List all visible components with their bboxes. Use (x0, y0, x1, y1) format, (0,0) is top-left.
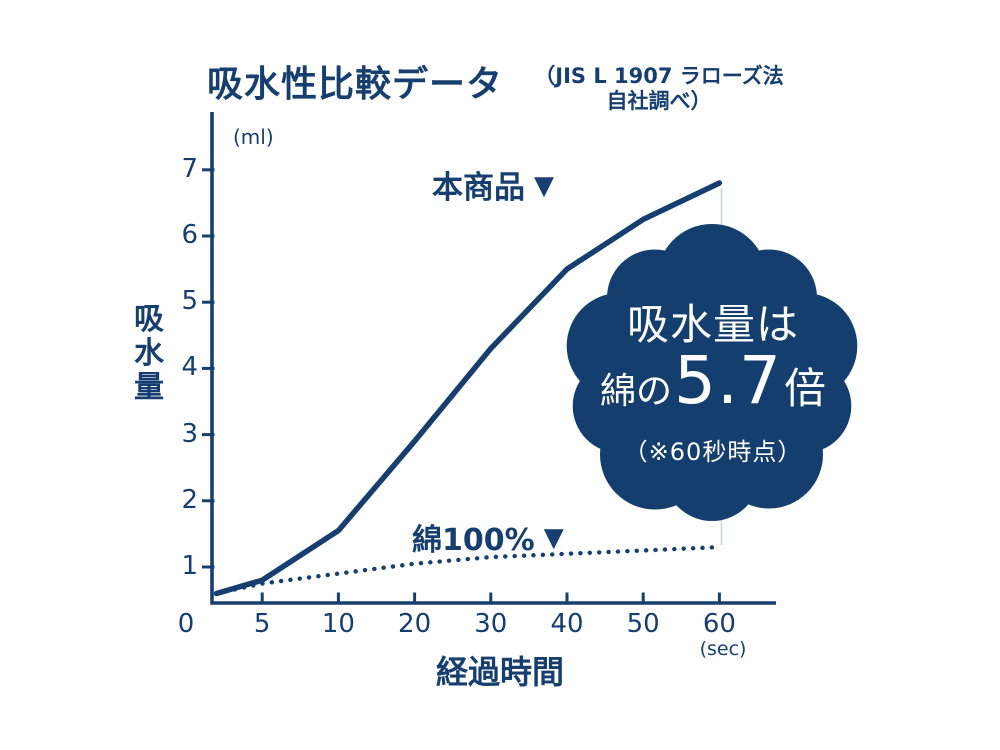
method-note-line2: 自社調べ） (606, 89, 712, 113)
x-tick-label: 50 (626, 609, 660, 639)
badge-headline: 吸水量は (626, 300, 799, 349)
badge-footnote: （※60秒時点） (623, 438, 803, 466)
y-tick-label: 7 (181, 153, 198, 184)
y-tick-label: 1 (181, 551, 198, 581)
y-tick-label: 6 (181, 220, 198, 250)
y-axis-label-char: 量 (134, 370, 164, 405)
triangle-down-icon: ▼ (534, 170, 554, 201)
y-tick-label: 2 (181, 484, 198, 515)
axis-line (210, 112, 776, 605)
y-tick-label: 4 (181, 352, 198, 383)
y-axis-label-char: 吸 (134, 302, 164, 337)
x-tick-label: 60 (702, 609, 736, 639)
x-tick-label: 0 (177, 609, 195, 639)
y-axis-unit: (ml) (233, 125, 274, 149)
legend-product-label: 本商品 (432, 170, 525, 206)
method-note: （JIS L 1907 ラローズ法 自社調べ） (524, 64, 794, 114)
x-axis-unit: (sec) (699, 638, 747, 660)
product-line (213, 180, 723, 597)
x-axis-label: 経過時間 (435, 653, 564, 691)
legend-cotton: 綿100% ▼ (412, 515, 564, 559)
badge-ratio-suffix: 倍 (783, 364, 826, 413)
y-tick-label: 5 (181, 286, 198, 317)
method-note-line1: （JIS L 1907 ラローズ法 (534, 64, 784, 88)
triangle-down-icon: ▼ (543, 523, 564, 553)
page-title: 吸水性比較データ (207, 64, 504, 105)
x-tick-label: 20 (398, 609, 432, 639)
x-tick-label: 5 (253, 609, 271, 639)
badge-ratio-prefix: 綿の (600, 371, 673, 412)
y-axis-label-char: 水 (134, 336, 164, 371)
badge-ratio-value: 5.7 (674, 342, 782, 419)
legend-cotton-label: 綿100% (412, 523, 535, 558)
badge-ratio-line: 綿の 5.7 倍 (567, 348, 859, 414)
x-tick-label: 10 (321, 609, 355, 639)
x-tick-label: 30 (474, 609, 508, 639)
y-tick-label: 3 (181, 418, 198, 449)
legend-product: 本商品 ▼ (432, 162, 554, 207)
x-tick-label: 40 (550, 609, 584, 639)
y-axis-label: 吸水量 (131, 303, 167, 405)
badge-cloud (566, 224, 858, 521)
